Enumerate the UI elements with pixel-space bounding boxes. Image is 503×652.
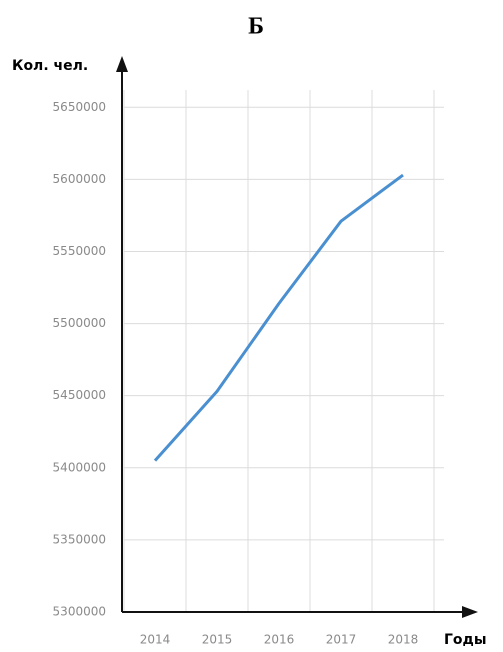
chart-title: Б <box>248 14 264 40</box>
y-axis-label: Кол. чел. <box>12 58 88 74</box>
x-tick-label: 2017 <box>326 633 357 647</box>
y-tick-label: 5500000 <box>53 316 106 330</box>
y-tick-label: 5600000 <box>53 172 106 186</box>
y-tick-label: 5450000 <box>53 388 106 402</box>
x-tick-label: 2018 <box>388 633 419 647</box>
x-axis-label: Годы <box>444 632 487 648</box>
y-tick-label: 5350000 <box>53 532 106 546</box>
x-tick-label: 2014 <box>140 633 171 647</box>
y-tick-label: 5550000 <box>53 244 106 258</box>
data-line <box>153 173 404 462</box>
y-tick-label: 5400000 <box>53 460 106 474</box>
y-tick-label: 5650000 <box>53 100 106 114</box>
y-axis-arrow <box>116 56 128 72</box>
x-tick-label: 2016 <box>264 633 295 647</box>
x-tick-label: 2015 <box>202 633 233 647</box>
x-axis-arrow <box>462 606 478 618</box>
y-tick-label: 5300000 <box>53 605 106 619</box>
